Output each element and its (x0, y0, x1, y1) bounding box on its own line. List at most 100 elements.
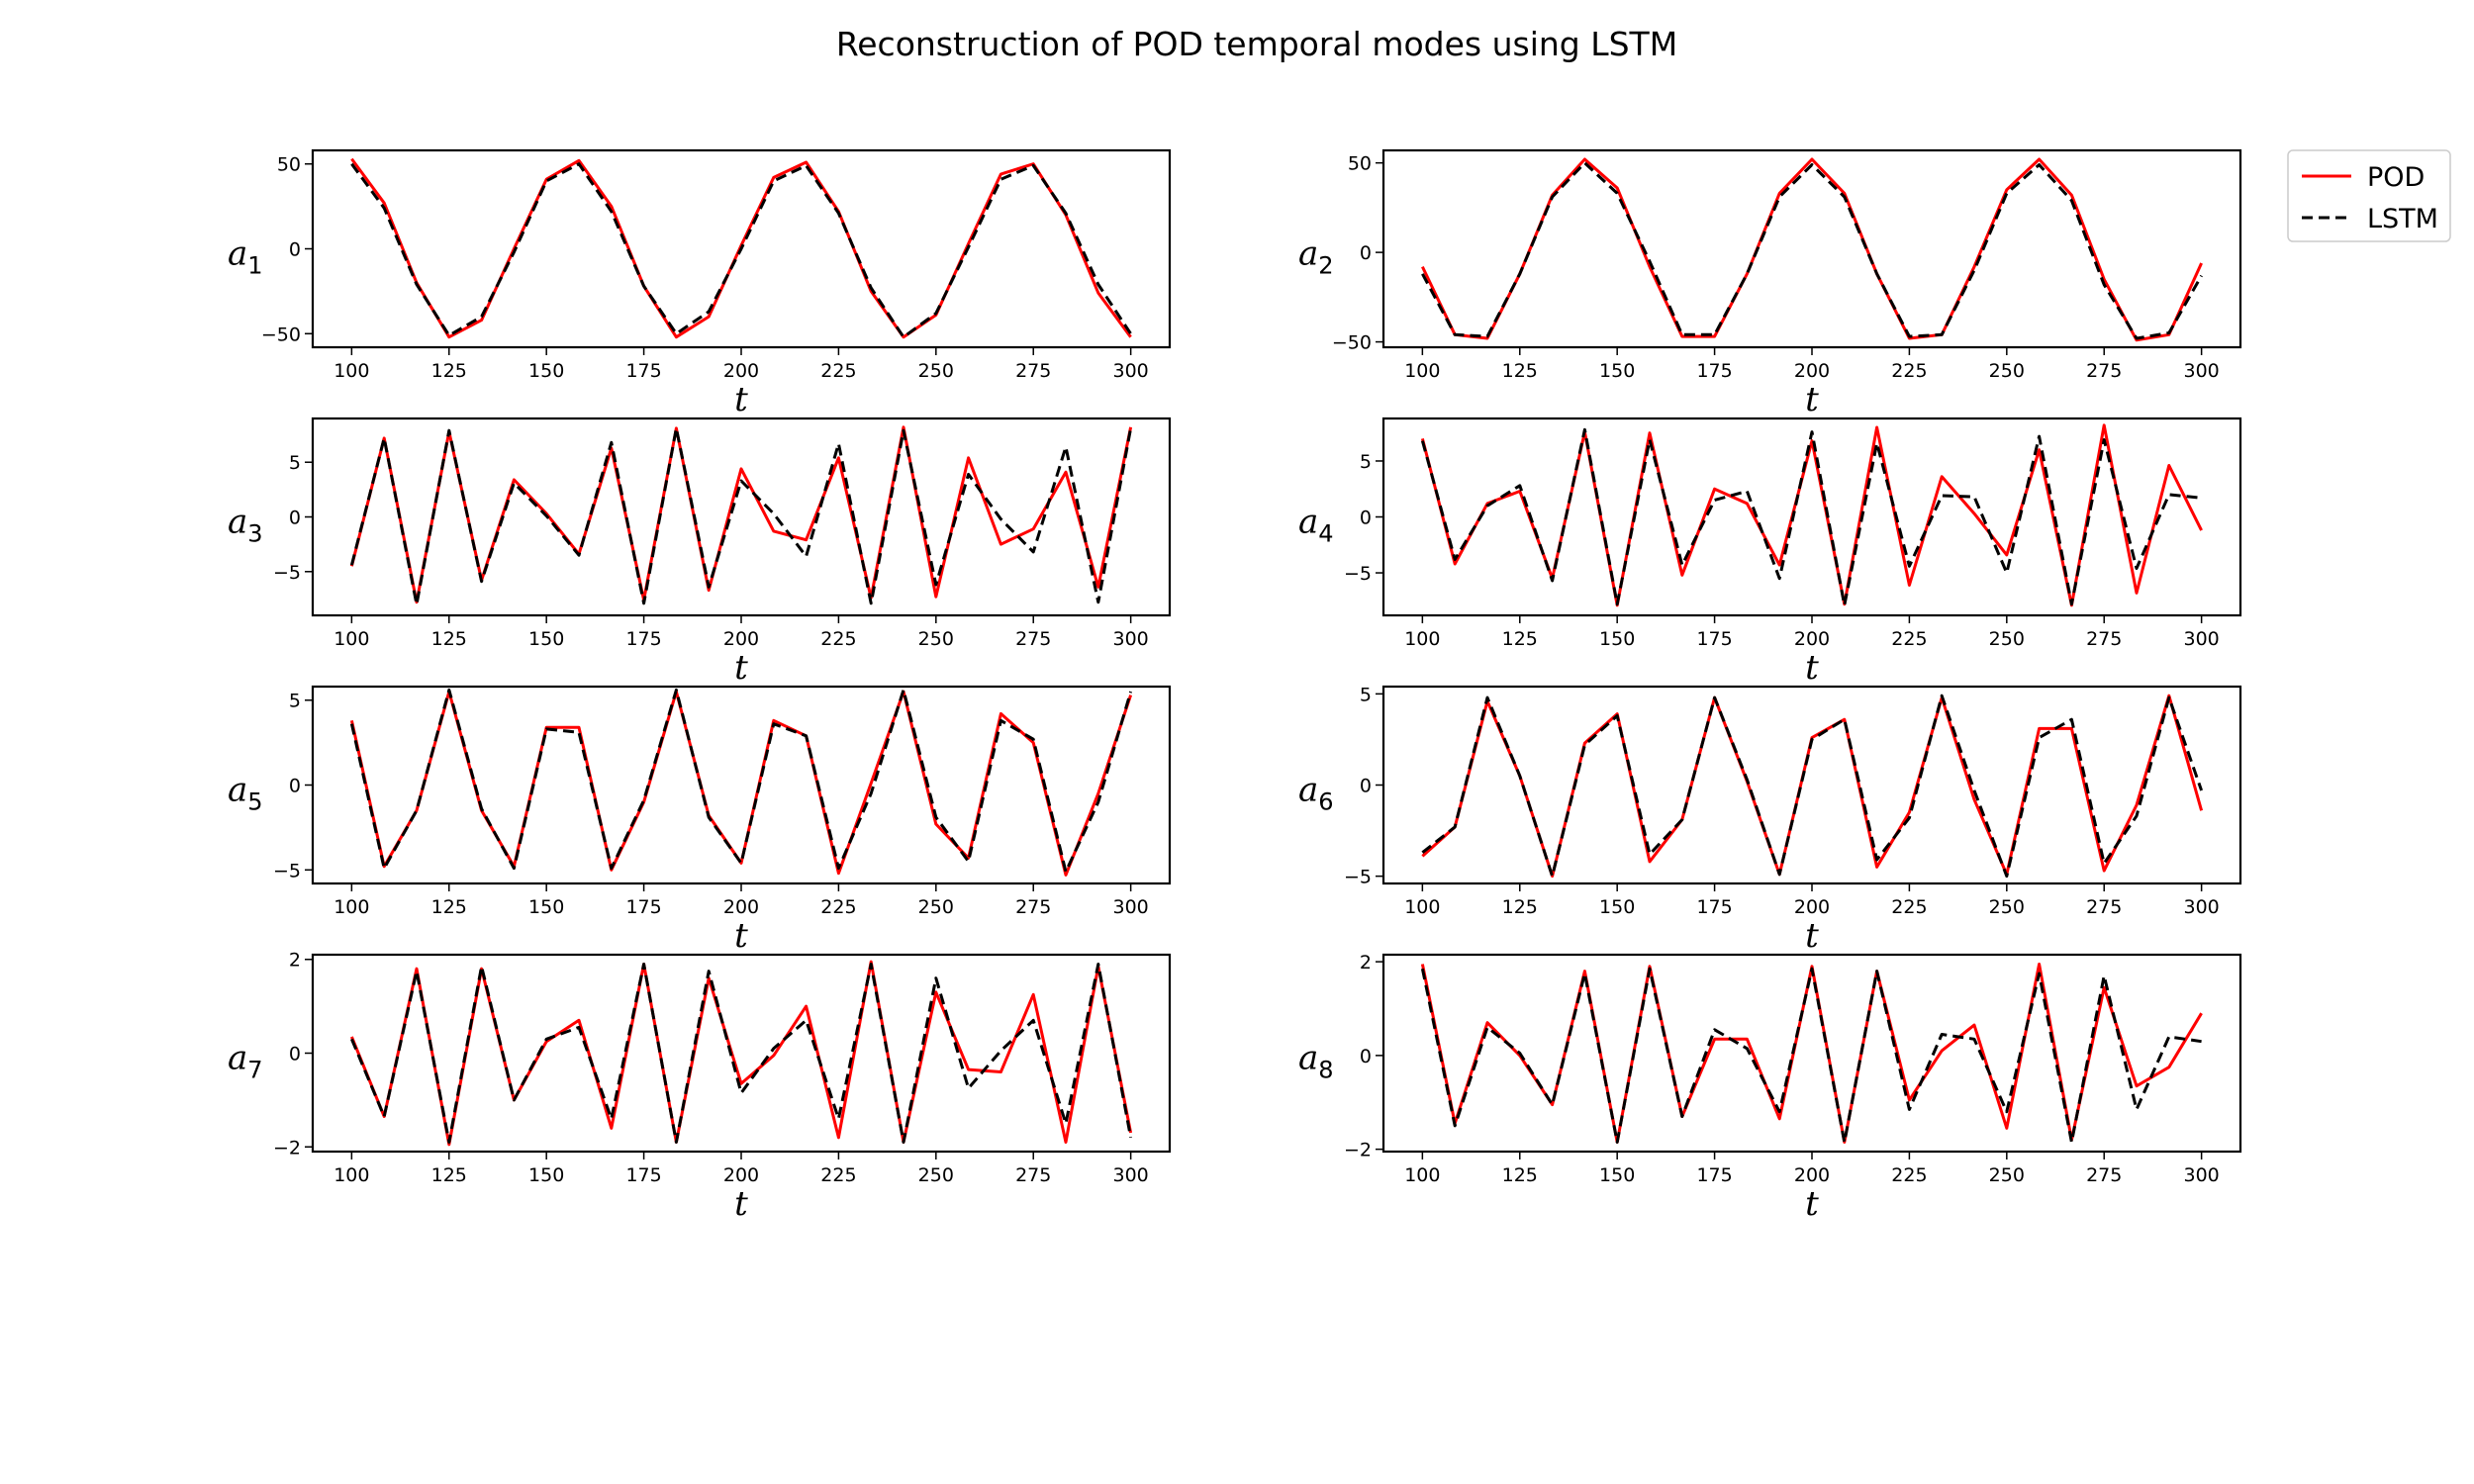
subplot-a8: 100 125 150 175 200 225 250 275 300 −2 0 2 t a8 (1298, 952, 2242, 1224)
y-tick-label: 5 (1360, 451, 1372, 473)
y-axis-label-subscript: 8 (1318, 1057, 1333, 1084)
x-tick-label: 175 (1696, 1164, 1732, 1186)
y-axis-label-subscript: 4 (1318, 520, 1333, 548)
x-axis-label: t (734, 380, 748, 419)
y-tick-label: 2 (289, 950, 301, 972)
y-tick-label: 0 (1360, 1046, 1372, 1067)
y-axis-label-base: a (228, 503, 247, 542)
x-tick-label: 200 (1794, 360, 1830, 382)
x-tick-label: 300 (1113, 628, 1149, 650)
x-tick-label: 225 (1891, 360, 1927, 382)
y-tick-label: −5 (273, 860, 301, 881)
y-tick-label: 0 (289, 1044, 301, 1066)
x-axis-label: t (734, 648, 748, 688)
x-tick-label: 250 (918, 360, 954, 382)
y-tick-label: 0 (289, 239, 301, 261)
series-line-lstm (1421, 161, 2203, 340)
y-axis-label: a8 (1298, 1039, 1334, 1084)
x-tick-label: 225 (1891, 1164, 1927, 1186)
subplot-a7: 100 125 150 175 200 225 250 275 300 −2 0 2 t a7 (228, 950, 1172, 1224)
x-tick-label: 100 (333, 896, 369, 918)
x-tick-label: 125 (1502, 896, 1538, 918)
x-axis-label: t (734, 916, 748, 956)
x-tick-label: 175 (1696, 360, 1732, 382)
x-tick-label: 200 (723, 1164, 759, 1186)
x-tick-label: 175 (625, 628, 661, 650)
y-tick-label: 50 (1348, 153, 1372, 175)
plot-frame (1381, 148, 2242, 349)
x-tick-label: 225 (820, 896, 856, 918)
x-tick-label: 300 (1113, 1164, 1149, 1186)
y-tick-label: −50 (1332, 332, 1372, 354)
x-tick-label: 100 (1404, 1164, 1440, 1186)
x-tick-label: 100 (1404, 628, 1440, 650)
y-tick-label: 0 (1360, 508, 1372, 529)
series-line-lstm (1420, 967, 2202, 1144)
x-tick-label: 100 (1404, 360, 1440, 382)
y-axis-label-subscript: 2 (1318, 252, 1333, 280)
x-tick-label: 275 (2086, 1164, 2122, 1186)
x-tick-label: 100 (333, 1164, 369, 1186)
series-line-lstm (350, 963, 1133, 1144)
subplot-a6: 100 125 150 175 200 225 250 275 300 −5 0 5 t a6 (1298, 684, 2242, 956)
plot-frame (311, 953, 1172, 1154)
y-tick-label: −5 (1344, 867, 1372, 888)
x-tick-label: 275 (2086, 628, 2122, 650)
x-tick-label: 150 (528, 1164, 564, 1186)
y-axis-label-base: a (1298, 234, 1318, 274)
x-tick-label: 150 (528, 360, 564, 382)
x-tick-label: 300 (2184, 896, 2220, 918)
y-tick-label: 5 (1360, 684, 1372, 705)
y-tick-label: −50 (261, 324, 301, 345)
subplot-a3: 100 125 150 175 200 225 250 275 300 −5 0 5 t a3 (228, 417, 1172, 688)
x-tick-label: 225 (820, 1164, 856, 1186)
x-tick-label: 125 (1502, 1164, 1538, 1186)
series-line-lstm (349, 426, 1133, 606)
series-line-pod (1420, 963, 2203, 1144)
y-axis-label-subscript: 7 (247, 1057, 262, 1084)
y-axis-label: a2 (1298, 234, 1334, 280)
x-tick-label: 150 (1599, 1164, 1635, 1186)
x-tick-label: 275 (2086, 360, 2122, 382)
y-axis-label: a4 (1298, 503, 1334, 548)
y-tick-label: 0 (289, 776, 301, 797)
x-tick-label: 250 (918, 896, 954, 918)
series-line-lstm (1420, 427, 2202, 607)
plot-frame (1381, 953, 2242, 1154)
x-tick-label: 175 (1696, 896, 1732, 918)
y-tick-label: 5 (289, 452, 301, 474)
series-line-pod (1421, 157, 2203, 342)
x-tick-label: 200 (1794, 1164, 1830, 1186)
y-tick-label: −2 (1344, 1140, 1372, 1161)
x-tick-label: 175 (1696, 628, 1732, 650)
y-axis-label-base: a (1298, 503, 1318, 542)
x-tick-label: 250 (918, 628, 954, 650)
y-axis-label: a5 (228, 771, 263, 816)
y-axis-label-subscript: 6 (1318, 788, 1333, 816)
y-tick-label: −2 (273, 1137, 301, 1159)
series-line-pod (1421, 694, 2204, 879)
y-axis-label-subscript: 3 (247, 520, 262, 548)
x-tick-label: 200 (723, 360, 759, 382)
chart-title: Reconstruction of POD temporal modes usi… (836, 25, 1677, 63)
legend-label-lstm: LSTM (2367, 204, 2438, 234)
y-axis-label-base: a (228, 771, 247, 810)
x-tick-label: 275 (1015, 360, 1051, 382)
x-tick-label: 225 (820, 628, 856, 650)
x-tick-label: 250 (1989, 1164, 2025, 1186)
x-axis-label: t (1805, 648, 1819, 688)
x-tick-label: 200 (1794, 896, 1830, 918)
y-axis-label-subscript: 5 (247, 788, 262, 816)
x-tick-label: 250 (918, 1164, 954, 1186)
subplot-a4: 100 125 150 175 200 225 250 275 300 −5 0 5 t a4 (1298, 417, 2242, 688)
x-tick-label: 250 (1989, 896, 2025, 918)
y-axis-label-base: a (1298, 771, 1318, 810)
x-tick-label: 275 (1015, 1164, 1051, 1186)
x-tick-label: 125 (1502, 628, 1538, 650)
x-tick-label: 125 (1502, 360, 1538, 382)
y-tick-label: −5 (1344, 563, 1372, 585)
x-tick-label: 300 (1113, 360, 1149, 382)
x-tick-label: 250 (1989, 628, 2025, 650)
y-axis-label: a3 (228, 503, 263, 548)
